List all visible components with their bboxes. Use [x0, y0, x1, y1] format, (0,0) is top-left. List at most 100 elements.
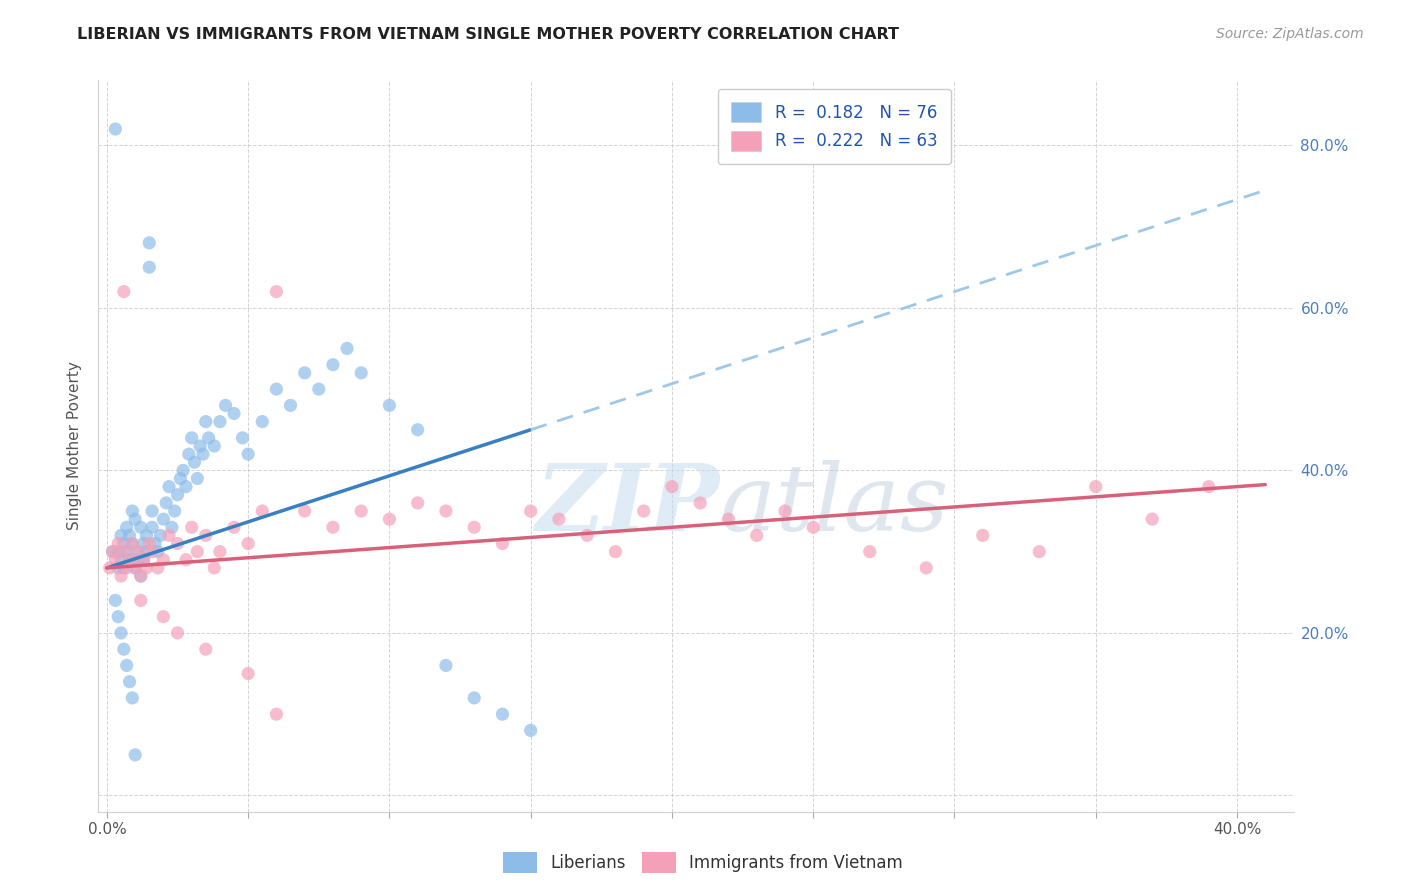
- Point: [491, 536, 513, 550]
- Point: [191, 447, 214, 461]
- Point: [266, 382, 288, 396]
- Point: [124, 561, 146, 575]
- Point: [141, 504, 163, 518]
- Point: [350, 366, 373, 380]
- Point: [124, 512, 146, 526]
- Point: [129, 569, 152, 583]
- Point: [112, 642, 135, 657]
- Point: [406, 496, 429, 510]
- Point: [107, 544, 129, 558]
- Point: [101, 544, 124, 558]
- Point: [135, 544, 157, 558]
- Point: [463, 690, 485, 705]
- Point: [138, 260, 160, 275]
- Point: [129, 593, 152, 607]
- Point: [115, 658, 138, 673]
- Point: [132, 553, 155, 567]
- Point: [104, 553, 127, 567]
- Point: [180, 431, 202, 445]
- Point: [208, 544, 231, 558]
- Point: [124, 561, 146, 575]
- Point: [157, 480, 180, 494]
- Point: [166, 488, 188, 502]
- Point: [112, 536, 135, 550]
- Point: [406, 423, 429, 437]
- Point: [252, 415, 274, 429]
- Point: [252, 504, 274, 518]
- Point: [188, 439, 211, 453]
- Legend: R =  0.182   N = 76, R =  0.222   N = 63: R = 0.182 N = 76, R = 0.222 N = 63: [718, 88, 950, 164]
- Point: [155, 496, 177, 510]
- Point: [548, 512, 571, 526]
- Point: [280, 398, 302, 412]
- Point: [519, 504, 541, 518]
- Point: [118, 674, 141, 689]
- Point: [124, 747, 146, 762]
- Point: [98, 561, 121, 575]
- Point: [434, 658, 457, 673]
- Point: [915, 561, 938, 575]
- Point: [186, 544, 208, 558]
- Point: [118, 528, 141, 542]
- Point: [149, 528, 172, 542]
- Point: [132, 536, 155, 550]
- Point: [110, 528, 132, 542]
- Point: [519, 723, 541, 738]
- Point: [238, 447, 260, 461]
- Point: [112, 544, 135, 558]
- Point: [121, 690, 143, 705]
- Point: [1142, 512, 1164, 526]
- Point: [172, 463, 194, 477]
- Point: [576, 528, 599, 542]
- Y-axis label: Single Mother Poverty: Single Mother Poverty: [67, 361, 83, 531]
- Point: [238, 666, 260, 681]
- Point: [141, 520, 163, 534]
- Point: [378, 398, 401, 412]
- Point: [202, 561, 225, 575]
- Point: [115, 520, 138, 534]
- Point: [143, 536, 166, 550]
- Point: [180, 520, 202, 534]
- Text: atlas: atlas: [720, 459, 949, 549]
- Point: [661, 480, 683, 494]
- Point: [121, 504, 143, 518]
- Point: [336, 342, 359, 356]
- Point: [112, 285, 135, 299]
- Point: [115, 561, 138, 575]
- Point: [222, 407, 245, 421]
- Point: [146, 544, 169, 558]
- Point: [308, 382, 330, 396]
- Point: [202, 439, 225, 453]
- Point: [141, 544, 163, 558]
- Point: [194, 528, 217, 542]
- Point: [1198, 480, 1220, 494]
- Point: [194, 415, 217, 429]
- Point: [152, 553, 174, 567]
- Point: [773, 504, 796, 518]
- Point: [605, 544, 627, 558]
- Point: [101, 544, 124, 558]
- Point: [118, 553, 141, 567]
- Point: [157, 528, 180, 542]
- Point: [110, 626, 132, 640]
- Point: [110, 553, 132, 567]
- Point: [152, 512, 174, 526]
- Point: [110, 569, 132, 583]
- Point: [177, 447, 200, 461]
- Point: [238, 536, 260, 550]
- Point: [174, 553, 197, 567]
- Point: [112, 561, 135, 575]
- Point: [266, 285, 288, 299]
- Point: [104, 122, 127, 136]
- Point: [138, 235, 160, 250]
- Point: [160, 520, 183, 534]
- Point: [186, 471, 208, 485]
- Point: [115, 544, 138, 558]
- Point: [135, 528, 157, 542]
- Point: [294, 504, 316, 518]
- Point: [266, 707, 288, 722]
- Point: [135, 561, 157, 575]
- Point: [163, 504, 186, 518]
- Legend: Liberians, Immigrants from Vietnam: Liberians, Immigrants from Vietnam: [496, 846, 910, 880]
- Point: [127, 544, 149, 558]
